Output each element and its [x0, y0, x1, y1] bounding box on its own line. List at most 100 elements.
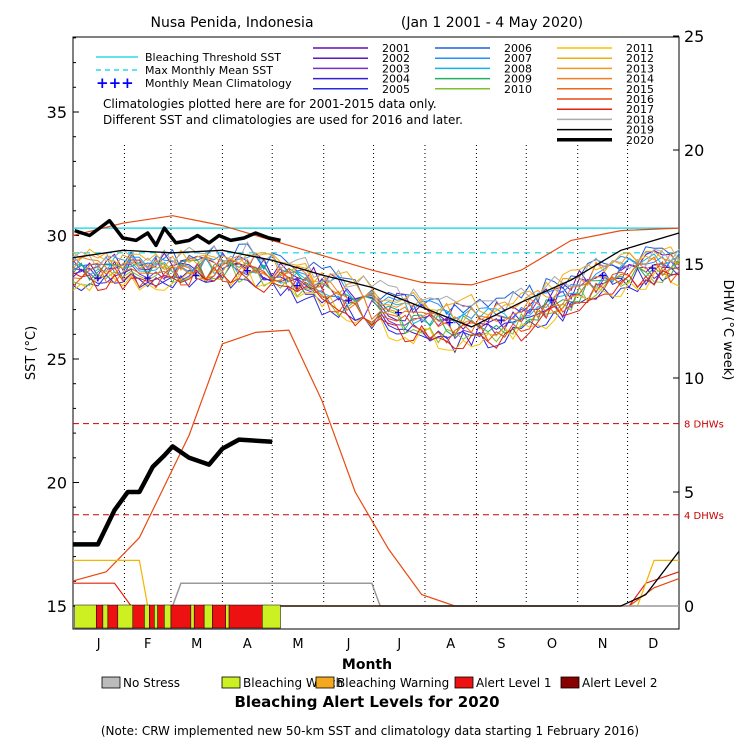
- chart-title-right: (Jan 1 2001 - 4 May 2020): [401, 15, 583, 31]
- sst-line-2016: [72, 215, 680, 286]
- climatology-point: +: [93, 271, 102, 284]
- alert-segment: [170, 604, 192, 629]
- sst-line-2013: [72, 250, 680, 323]
- climatology-point: +: [143, 271, 152, 284]
- year-label-2002: 2002: [382, 52, 410, 65]
- alert-legend-label: Alert Level 2: [582, 676, 658, 690]
- month-tick-label: D: [648, 637, 658, 652]
- sst-line-2016: [72, 260, 680, 344]
- year-label-2009: 2009: [504, 73, 532, 86]
- alert-segment: [203, 604, 213, 629]
- month-tick-label: J: [396, 637, 401, 652]
- alert-segment: [164, 604, 172, 629]
- note-line-1: Climatologies plotted here are for 2001-…: [103, 97, 437, 111]
- alert-legend-label: No Stress: [123, 676, 180, 690]
- month-tick-label: O: [547, 637, 557, 652]
- alert-segment: [95, 604, 104, 629]
- dhw-line-2011: [73, 559, 679, 607]
- month-tick-label: N: [598, 637, 608, 652]
- chart-title-left: Nusa Penida, Indonesia: [150, 15, 313, 31]
- alert-segment: [154, 604, 158, 629]
- alert-legend-swatch: [101, 676, 121, 689]
- alert-legend-swatch: [454, 676, 474, 689]
- axes-ticks: J F M A M J J A S O N D 15 20 25 30 35 0 5 10 15 20 25: [47, 27, 705, 652]
- dhw-line-2019: [73, 550, 680, 607]
- sst-tick-label: 20: [47, 474, 67, 493]
- footnote: (Note: CRW implemented new 50-km SST and…: [101, 724, 639, 738]
- climatology-point: +: [243, 264, 252, 277]
- alert-segment: [225, 604, 230, 629]
- alert-segment: [132, 604, 145, 629]
- alert-segment: [190, 604, 195, 629]
- month-tick-label: S: [497, 637, 505, 652]
- month-gridlines: [123, 145, 629, 605]
- note-line-2: Different SST and climatologies are used…: [103, 113, 463, 127]
- alert-segment: [102, 604, 109, 629]
- year-label-2019: 2019: [626, 124, 654, 137]
- year-label-2016: 2016: [626, 93, 654, 106]
- alert-legend-swatch: [221, 676, 241, 689]
- legend-mmm-label: Max Monthly Mean SST: [145, 64, 273, 77]
- dhw-line-2017: [73, 571, 680, 607]
- sst-series: 8 DHWs 4 DHWs + + + + + + + + + + + +: [72, 215, 724, 522]
- climatology-point: +: [344, 294, 353, 307]
- sst-tick-label: 35: [47, 103, 67, 122]
- year-label-2014: 2014: [626, 73, 654, 86]
- legend-threshold-label: Bleaching Threshold SST: [145, 51, 281, 64]
- alert-bar: [74, 604, 281, 629]
- year-label-2012: 2012: [626, 52, 654, 65]
- year-label-2018: 2018: [626, 113, 654, 126]
- sst-line-2019: [72, 232, 680, 328]
- climatology-point: +: [293, 279, 302, 292]
- sst-line-2001: [72, 250, 680, 323]
- dhw-tick-label: 20: [684, 141, 704, 160]
- alert-segment: [117, 604, 134, 629]
- climatology-point: +: [648, 262, 657, 275]
- year-label-2011: 2011: [626, 42, 654, 55]
- alert-legend-label: Bleaching Warning: [337, 676, 449, 690]
- dhw-series: [72, 329, 680, 607]
- dhw-threshold-label: 8 DHWs: [684, 420, 724, 431]
- alert-segment: [212, 604, 226, 629]
- month-tick-label: A: [446, 637, 455, 652]
- month-tick-label: M: [292, 637, 303, 652]
- climatology-point: +: [445, 316, 454, 329]
- climatology-point: +: [497, 313, 506, 326]
- alert-legend-swatch: [560, 676, 580, 689]
- sst-line-2009: [72, 258, 680, 338]
- legend-climatology-label: Monthly Mean Climatology: [145, 77, 292, 90]
- sst-line-2018: [72, 241, 680, 313]
- sst-tick-label: 30: [47, 227, 67, 246]
- year-label-2010: 2010: [504, 83, 532, 96]
- year-label-2013: 2013: [626, 62, 654, 75]
- year-label-2005: 2005: [382, 83, 410, 96]
- alert-legend-label: Alert Level 1: [476, 676, 552, 690]
- year-label-2001: 2001: [382, 42, 410, 55]
- dhw-tick-label: 5: [684, 483, 694, 502]
- x-axis-label: Month: [342, 657, 392, 673]
- year-label-2020: 2020: [626, 134, 654, 147]
- month-tick-label: F: [144, 637, 151, 652]
- plot-frame: [72, 36, 680, 630]
- month-tick-label: M: [191, 637, 202, 652]
- sst-line-2017: [72, 269, 680, 350]
- alert-segment: [107, 604, 119, 629]
- dhw-line-2016: [72, 329, 680, 607]
- climatology-point: +: [547, 294, 556, 307]
- alert-segment: [262, 604, 281, 629]
- year-label-2004: 2004: [382, 73, 410, 86]
- year-label-2008: 2008: [504, 62, 532, 75]
- year-label-2007: 2007: [504, 52, 532, 65]
- dhw-line-2018: [73, 582, 679, 607]
- y-axis-right-label: DHW (°C week): [720, 280, 735, 381]
- sst-line-2012: [72, 246, 680, 316]
- sst-tick-label: 15: [47, 597, 67, 616]
- sst-line-2014: [72, 252, 680, 330]
- climatology-point: +: [191, 269, 200, 282]
- dhw-tick-label: 25: [684, 27, 704, 46]
- sst-tick-label: 25: [47, 350, 67, 369]
- y-axis-left-label: SST (°C): [24, 326, 39, 380]
- alert-segment: [144, 604, 150, 629]
